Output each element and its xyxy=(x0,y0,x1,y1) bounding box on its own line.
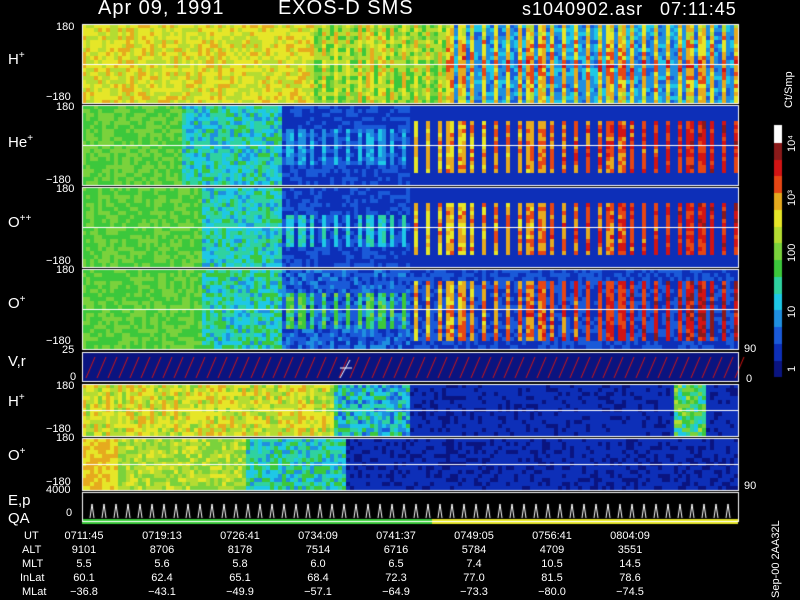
table-cell: −74.5 xyxy=(616,586,644,598)
table-cell: −73.3 xyxy=(460,586,488,598)
table-cell: 81.5 xyxy=(541,572,563,584)
panel-label-vr: V,r xyxy=(8,353,26,370)
table-cell: 9101 xyxy=(71,544,97,556)
colorbar-tick-1e4: 10⁴ xyxy=(786,135,798,152)
p4-top-tick: 180 xyxy=(56,264,75,276)
p2-bottom-tick: −180 xyxy=(46,174,71,186)
colorbar-tick-1e3: 10³ xyxy=(786,190,798,206)
p6-top-tick: 180 xyxy=(56,380,75,392)
colorbar-tick-100: 100 xyxy=(786,243,798,262)
table-cell: 78.6 xyxy=(619,572,641,584)
table-cell: −57.1 xyxy=(304,586,332,598)
table-cell: 6.0 xyxy=(310,558,326,570)
instrument-title: EXOS-D SMS xyxy=(278,0,414,19)
table-cell: 60.1 xyxy=(73,572,95,584)
table-cell: 6716 xyxy=(383,544,409,556)
panel-label-qa: QA xyxy=(8,510,30,527)
p5-top-tick: 25 xyxy=(62,344,75,356)
p8-top-tick: 4000 xyxy=(46,484,71,496)
p2-top-tick: 180 xyxy=(56,101,75,113)
table-cell: 0719:13 xyxy=(142,530,182,542)
table-cell: 0749:05 xyxy=(454,530,494,542)
p3-bottom-tick: −180 xyxy=(46,255,71,267)
p5-right-bottom-tick: 0 xyxy=(746,373,753,385)
p6-bottom-tick: −180 xyxy=(46,423,71,435)
p8-bottom-tick: 0 xyxy=(66,507,73,519)
p4-bottom-tick: −180 xyxy=(46,335,71,347)
row-label: InLat xyxy=(20,572,45,584)
row-label: MLat xyxy=(22,586,47,598)
ephemeris-table: UT 0711:45 0719:13 0726:41 0734:09 0741:… xyxy=(0,530,760,600)
table-cell: 0711:45 xyxy=(64,530,104,542)
table-cell: 62.4 xyxy=(151,572,173,584)
table-cell: −36.8 xyxy=(70,586,98,598)
row-label: UT xyxy=(24,530,39,542)
panel-label-o-plusplus: O++ xyxy=(8,213,32,231)
table-cell: 65.1 xyxy=(229,572,251,584)
p5-right-top-tick: 90 xyxy=(744,343,757,355)
side-note: Sep-00 2AA32L xyxy=(770,520,782,598)
table-cell: 7.4 xyxy=(466,558,482,570)
table-cell: −43.1 xyxy=(148,586,176,598)
table-cell: −49.9 xyxy=(226,586,254,598)
table-cell: 5.6 xyxy=(154,558,170,570)
row-label: MLT xyxy=(22,558,44,570)
table-cell: 0741:37 xyxy=(376,530,416,542)
table-cell: 5.5 xyxy=(76,558,92,570)
colorbar-unit: Ct/Smp xyxy=(783,71,795,108)
table-cell: 77.0 xyxy=(463,572,485,584)
table-cell: 6.5 xyxy=(388,558,404,570)
row-label: ALT xyxy=(22,544,42,556)
date-title: Apr 09, 1991 xyxy=(98,0,225,19)
table-cell: 3551 xyxy=(617,544,643,556)
file-name: s1040902.asr xyxy=(522,0,644,19)
p7-bottom-tick: −180 xyxy=(46,476,71,488)
table-cell: 0804:09 xyxy=(610,530,650,542)
panel-label-o-plus: O+ xyxy=(8,294,26,312)
table-cell: 72.3 xyxy=(385,572,407,584)
table-cell: 10.5 xyxy=(541,558,563,570)
p1-bottom-tick: −180 xyxy=(46,91,71,103)
table-cell: 8178 xyxy=(227,544,253,556)
panel-label-h-plus: H+ xyxy=(8,50,25,68)
p7-right-tick: 90 xyxy=(744,480,757,492)
p3-top-tick: 180 xyxy=(56,183,75,195)
table-cell: −80.0 xyxy=(538,586,566,598)
table-cell: 5.8 xyxy=(232,558,248,570)
header-time: 07:11:45 xyxy=(660,0,737,19)
colorbar-tick-10: 10 xyxy=(786,305,798,318)
table-cell: 5784 xyxy=(461,544,487,556)
table-cell: 7514 xyxy=(305,544,331,556)
table-cell: 0726:41 xyxy=(220,530,260,542)
table-cell: 4709 xyxy=(539,544,565,556)
table-cell: 0756:41 xyxy=(532,530,572,542)
p7-top-tick: 180 xyxy=(56,432,75,444)
panel-label-he-plus: He+ xyxy=(8,133,34,151)
panel-label-o-plus-2: O+ xyxy=(8,446,26,464)
table-cell: 8706 xyxy=(149,544,175,556)
p1-top-tick: 180 xyxy=(56,21,75,33)
table-cell: −64.9 xyxy=(382,586,410,598)
colorbar-tick-1: 1 xyxy=(786,365,798,372)
panel-label-ep: E,p xyxy=(8,492,31,509)
table-cell: 68.4 xyxy=(307,572,329,584)
table-cell: 14.5 xyxy=(619,558,641,570)
table-cell: 0734:09 xyxy=(298,530,338,542)
panel-label-h-plus-2: H+ xyxy=(8,392,25,410)
p5-bottom-tick: 0 xyxy=(70,371,77,383)
